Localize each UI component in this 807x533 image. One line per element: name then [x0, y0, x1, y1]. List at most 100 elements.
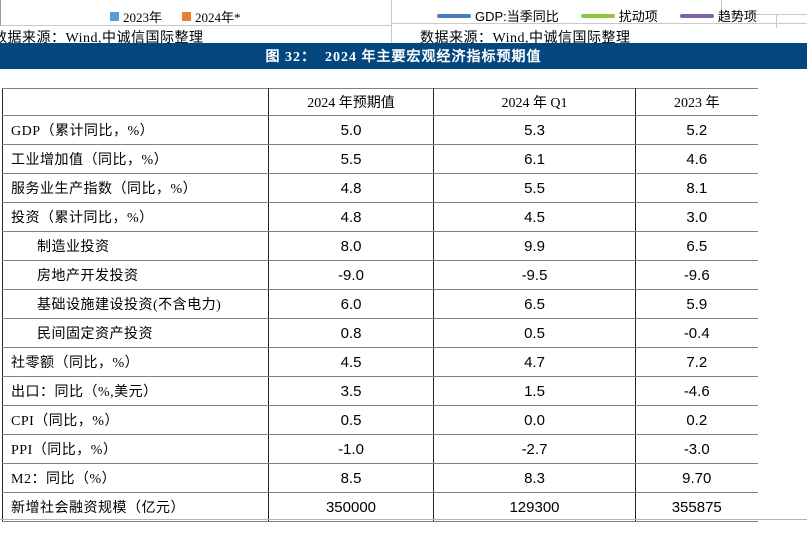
- right-chart-axis-line: [392, 23, 807, 24]
- cell-value: 5.5: [433, 173, 636, 203]
- legend-item-trend: 趋势项: [679, 6, 757, 25]
- table-row: 投资（累计同比，%） 4.8 4.5 3.0: [2, 202, 758, 232]
- bar-chart-legend: 2023年 2024年*: [110, 7, 241, 26]
- cell-value: 8.0: [268, 231, 434, 261]
- indicator-table: 2024 年预期值 2024 年 Q1 2023 年 GDP（累计同比，%） 5…: [2, 88, 758, 522]
- table-row: 社零额（同比，%） 4.5 4.7 7.2: [2, 347, 758, 377]
- cell-value: 4.7: [433, 347, 636, 377]
- data-source-left: 数据来源：Wind,中诚信国际整理: [0, 31, 204, 46]
- row-label: 社零额（同比，%）: [2, 347, 269, 377]
- column-header-empty: [2, 88, 269, 116]
- cell-value: 6.0: [268, 289, 434, 319]
- figure-title: 图 32： 2024 年主要宏观经济指标预期值: [265, 50, 542, 65]
- column-header-q1: 2024 年 Q1: [433, 88, 636, 116]
- cell-value: 6.5: [635, 231, 758, 261]
- table-row: M2：同比（%） 8.5 8.3 9.70: [2, 463, 758, 493]
- cell-value: 355875: [635, 492, 758, 522]
- row-label: 工业增加值（同比，%）: [2, 144, 269, 174]
- cell-value: 0.5: [433, 318, 636, 348]
- row-label: 房地产开发投资: [2, 260, 269, 290]
- legend-item-gdp: GDP:当季同比: [437, 6, 559, 25]
- cell-value: -2.7: [433, 434, 636, 464]
- table-row: 民间固定资产投资 0.8 0.5 -0.4: [2, 318, 758, 348]
- cell-value: -9.0: [268, 260, 434, 290]
- data-source-right: 数据来源：Wind,中诚信国际整理: [420, 31, 631, 46]
- right-chart-border-line: [721, 0, 722, 20]
- right-chart-corner-vline: [776, 14, 777, 28]
- cell-value: 5.2: [635, 115, 758, 145]
- cell-value: 5.3: [433, 115, 636, 145]
- legend-item-noise: 扰动项: [580, 6, 658, 25]
- legend-line-icon: [679, 13, 714, 18]
- cell-value: -1.0: [268, 434, 434, 464]
- table-row: 出口：同比（%,美元） 3.5 1.5 -4.6: [2, 376, 758, 406]
- legend-item-2023: 2023年: [110, 7, 162, 26]
- legend-square-icon: [182, 12, 192, 21]
- table-row: 工业增加值（同比，%） 5.5 6.1 4.6: [2, 144, 758, 174]
- row-label: PPI（同比，%）: [2, 434, 269, 464]
- row-label: 出口：同比（%,美元）: [2, 376, 269, 406]
- cell-value: 8.5: [268, 463, 434, 493]
- legend-line-icon: [580, 13, 615, 18]
- table-row: 服务业生产指数（同比，%） 4.8 5.5 8.1: [2, 173, 758, 203]
- cell-value: 0.0: [433, 405, 636, 435]
- legend-square-icon: [110, 12, 119, 21]
- legend-label: 2024年*: [195, 10, 241, 25]
- chart-divider-line: [391, 0, 392, 43]
- cell-value: 5.5: [268, 144, 434, 174]
- cell-value: -9.6: [635, 260, 758, 290]
- row-label: 民间固定资产投资: [2, 318, 269, 348]
- row-label: CPI（同比，%）: [2, 405, 269, 435]
- row-label: 制造业投资: [2, 231, 269, 261]
- cell-value: 4.8: [268, 202, 434, 232]
- legend-label: 扰动项: [618, 9, 658, 24]
- line-chart-legend: GDP:当季同比 扰动项 趋势项: [437, 6, 757, 25]
- cell-value: -9.5: [433, 260, 636, 290]
- table-row: 制造业投资 8.0 9.9 6.5: [2, 231, 758, 261]
- cell-value: 6.5: [433, 289, 636, 319]
- row-label: 投资（累计同比，%）: [2, 202, 269, 232]
- cell-value: 4.5: [268, 347, 434, 377]
- cell-value: 8.3: [433, 463, 636, 493]
- cell-value: 4.6: [635, 144, 758, 174]
- figure-title-banner: 图 32： 2024 年主要宏观经济指标预期值: [0, 43, 807, 69]
- cell-value: 0.2: [635, 405, 758, 435]
- cell-value: 3.5: [268, 376, 434, 406]
- table-row: 房地产开发投资 -9.0 -9.5 -9.6: [2, 260, 758, 290]
- cell-value: 9.9: [433, 231, 636, 261]
- left-chart-axis-line: [0, 25, 392, 26]
- cell-value: 4.8: [268, 173, 434, 203]
- table-row: PPI（同比，%） -1.0 -2.7 -3.0: [2, 434, 758, 464]
- table-row: 基础设施建设投资(不含电力) 6.0 6.5 5.9: [2, 289, 758, 319]
- right-chart-corner-hline: [735, 14, 807, 15]
- cell-value: 6.1: [433, 144, 636, 174]
- cell-value: 3.0: [635, 202, 758, 232]
- legend-label: GDP:当季同比: [475, 9, 559, 24]
- cell-value: 4.5: [433, 202, 636, 232]
- row-label: 基础设施建设投资(不含电力): [2, 289, 269, 319]
- cell-value: 9.70: [635, 463, 758, 493]
- cell-value: -4.6: [635, 376, 758, 406]
- page-footer-rule: [0, 519, 807, 520]
- cell-value: -3.0: [635, 434, 758, 464]
- cell-value: 129300: [433, 492, 636, 522]
- cell-value: 5.0: [268, 115, 434, 145]
- row-label: 服务业生产指数（同比，%）: [2, 173, 269, 203]
- cell-value: 350000: [268, 492, 434, 522]
- row-label: 新增社会融资规模（亿元）: [2, 492, 269, 522]
- row-label: GDP（累计同比，%）: [2, 115, 269, 145]
- legend-item-2024: 2024年*: [182, 7, 241, 26]
- cell-value: -0.4: [635, 318, 758, 348]
- cell-value: 0.8: [268, 318, 434, 348]
- cell-value: 1.5: [433, 376, 636, 406]
- table-row: 新增社会融资规模（亿元） 350000 129300 355875: [2, 492, 758, 522]
- cell-value: 0.5: [268, 405, 434, 435]
- column-header-2023: 2023 年: [635, 88, 758, 116]
- row-label: M2：同比（%）: [2, 463, 269, 493]
- legend-label: 2023年: [123, 10, 163, 25]
- legend-line-icon: [437, 13, 471, 18]
- column-header-forecast: 2024 年预期值: [268, 88, 434, 116]
- table-row: GDP（累计同比，%） 5.0 5.3 5.2: [2, 115, 758, 145]
- left-chart-border-line: [0, 0, 1, 26]
